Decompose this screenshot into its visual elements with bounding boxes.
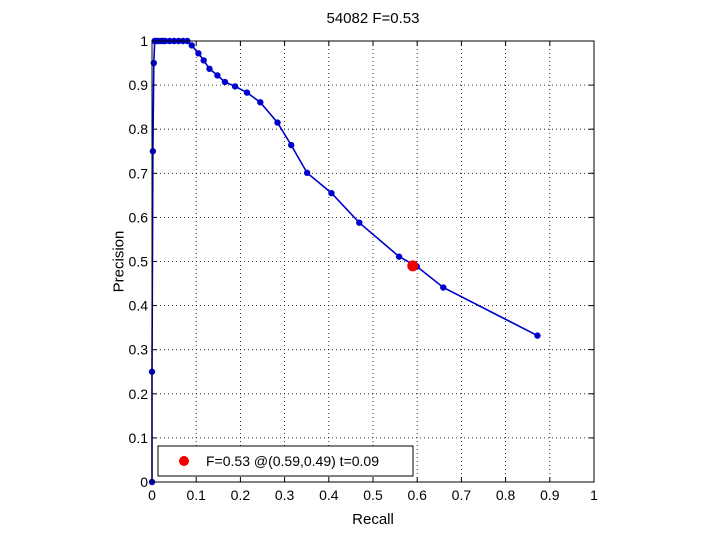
plot-frame (151, 40, 595, 483)
data-point (328, 189, 335, 197)
data-point (221, 78, 229, 86)
x-tick-label: 0.7 (452, 487, 472, 503)
data-point (303, 169, 311, 177)
y-tick-label: 0.4 (129, 298, 149, 314)
y-tick-label: 0.9 (129, 77, 149, 93)
data-point (188, 42, 195, 49)
y-tick-label: 0.7 (129, 165, 149, 181)
y-axis-label: Precision (110, 231, 127, 293)
data-point (206, 65, 213, 72)
data-point (200, 57, 207, 64)
x-tick-label: 0.1 (186, 487, 206, 503)
data-point (356, 219, 363, 226)
legend-label: F=0.53 @(0.59,0.49) t=0.09 (206, 453, 379, 469)
data-point (395, 253, 403, 260)
data-point (440, 284, 447, 291)
x-tick-label: 0.9 (540, 487, 560, 503)
y-tick-label: 0.5 (129, 254, 149, 270)
data-point (534, 332, 541, 339)
y-tick-label: 0.1 (129, 430, 149, 446)
x-tick-label: 0.6 (407, 487, 427, 503)
data-point (214, 72, 221, 79)
data-point (257, 99, 264, 106)
x-tick-label: 0.4 (319, 487, 339, 503)
data-point (274, 119, 281, 126)
data-point (195, 50, 202, 57)
data-point (288, 141, 295, 149)
y-tick-label: 0.3 (129, 342, 149, 358)
x-tick-label: 0.2 (231, 487, 251, 503)
x-tick-label: 1 (590, 487, 598, 503)
x-tick-label: 0.5 (363, 487, 383, 503)
data-point (243, 89, 251, 96)
data-point (231, 83, 239, 90)
x-tick-label: 0.3 (275, 487, 295, 503)
y-tick-label: 0 (140, 474, 148, 490)
chart-title: 54082 F=0.53 (327, 10, 420, 27)
y-tick-label: 1 (140, 33, 148, 49)
grid (152, 41, 594, 482)
y-tick-label: 0.8 (129, 121, 149, 137)
legend: F=0.53 @(0.59,0.49) t=0.09 (157, 445, 414, 477)
legend-marker (179, 456, 189, 466)
y-tick-label: 0.6 (129, 209, 149, 225)
x-axis-label: Recall (352, 511, 394, 528)
legend-box (157, 445, 414, 477)
best-f-point (407, 260, 419, 272)
data-point (149, 148, 157, 155)
y-tick-label: 0.2 (129, 386, 149, 402)
axis-ticks: 0 0.1 0.2 0.3 0.4 0.5 0.6 0.7 0.8 0.9 1 0 0.1 0.2 0.3 0… (129, 33, 599, 503)
x-tick-label: 0.8 (496, 487, 516, 503)
x-tick-label: 0 (148, 487, 156, 503)
